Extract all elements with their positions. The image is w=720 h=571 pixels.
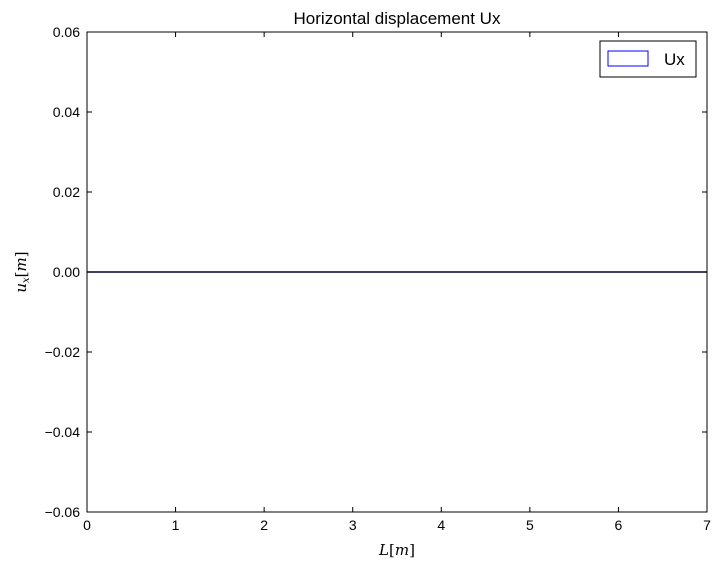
- x-axis-ticks: 0 1 2 3 4 5 6 7: [83, 32, 711, 533]
- y-tick-label: 0.02: [53, 184, 80, 200]
- y-tick-label: −0.02: [45, 344, 81, 360]
- legend-label-ux: Ux: [664, 50, 685, 69]
- x-tick-label: 2: [260, 517, 268, 533]
- plot-frame: [86, 31, 708, 513]
- x-axis-label-unit-close: ]: [409, 541, 415, 559]
- x-tick-label: 3: [349, 517, 357, 533]
- y-tick-label: 0.06: [53, 24, 80, 40]
- y-axis-label-unit-open: [: [12, 271, 30, 277]
- x-tick-label: 6: [615, 517, 623, 533]
- y-tick-label: −0.04: [45, 424, 81, 440]
- y-axis-label-unit-close: ]: [12, 251, 30, 257]
- plot-area: 0 1 2 3 4 5 6 7 0.06 0.04 0.02 0.00 −0.02 −0.04 −0.06: [45, 24, 712, 533]
- y-tick-label: 0.04: [53, 104, 80, 120]
- x-tick-label: 0: [83, 517, 91, 533]
- legend: Ux: [599, 40, 697, 78]
- x-axis-label: L[m]: [378, 541, 415, 559]
- x-tick-label: 7: [703, 517, 711, 533]
- chart-title: Horizontal displacement Ux: [294, 9, 501, 28]
- x-tick-label: 5: [526, 517, 534, 533]
- legend-swatch-ux: [607, 50, 649, 67]
- x-axis-label-unit: m: [395, 541, 409, 559]
- y-tick-label: −0.06: [45, 504, 81, 520]
- y-axis-label-subscript: x: [21, 277, 32, 283]
- x-axis-label-unit-open: [: [389, 541, 395, 559]
- x-tick-label: 1: [172, 517, 180, 533]
- y-axis-label: ux[m]: [12, 251, 32, 292]
- y-axis-label-symbol: u: [12, 283, 30, 293]
- y-tick-label: 0.00: [53, 264, 80, 280]
- x-tick-label: 4: [437, 517, 445, 533]
- y-axis-label-unit: m: [12, 257, 30, 271]
- y-axis-ticks: 0.06 0.04 0.02 0.00 −0.02 −0.04 −0.06: [45, 24, 707, 520]
- x-axis-label-symbol: L: [378, 541, 389, 559]
